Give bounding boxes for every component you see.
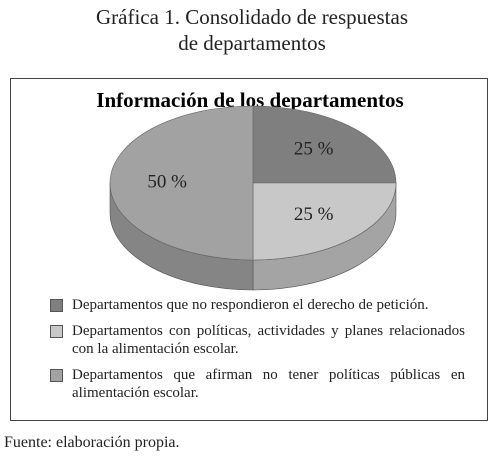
figure-title: de departamentos xyxy=(178,31,326,55)
legend-label: Departamentos que no respondieron el der… xyxy=(72,297,429,313)
chart-frame xyxy=(10,78,488,421)
figure-title: Gráfica 1. Consolidado de respuestas xyxy=(96,5,408,29)
legend-label: Departamentos con políticas, actividades… xyxy=(72,323,465,357)
legend-item: Departamentos que afirman no tener polít… xyxy=(50,366,465,402)
legend-swatch xyxy=(50,369,63,382)
data-label: 50 % xyxy=(147,171,187,192)
legend: Departamentos que no respondieron el der… xyxy=(50,296,465,410)
legend-label: Departamentos que afirman no tener polít… xyxy=(72,367,465,401)
data-label: 25 % xyxy=(294,139,334,160)
legend-item: Departamentos con políticas, actividades… xyxy=(50,322,465,358)
legend-swatch xyxy=(50,299,63,312)
legend-swatch xyxy=(50,325,63,338)
data-label: 25 % xyxy=(294,204,334,225)
source-note: Fuente: elaboración propia. xyxy=(4,434,180,451)
pie-slice xyxy=(252,105,397,184)
pie-slice xyxy=(252,182,397,261)
legend-item: Departamentos que no respondieron el der… xyxy=(50,296,465,314)
pie-slice xyxy=(109,105,254,261)
